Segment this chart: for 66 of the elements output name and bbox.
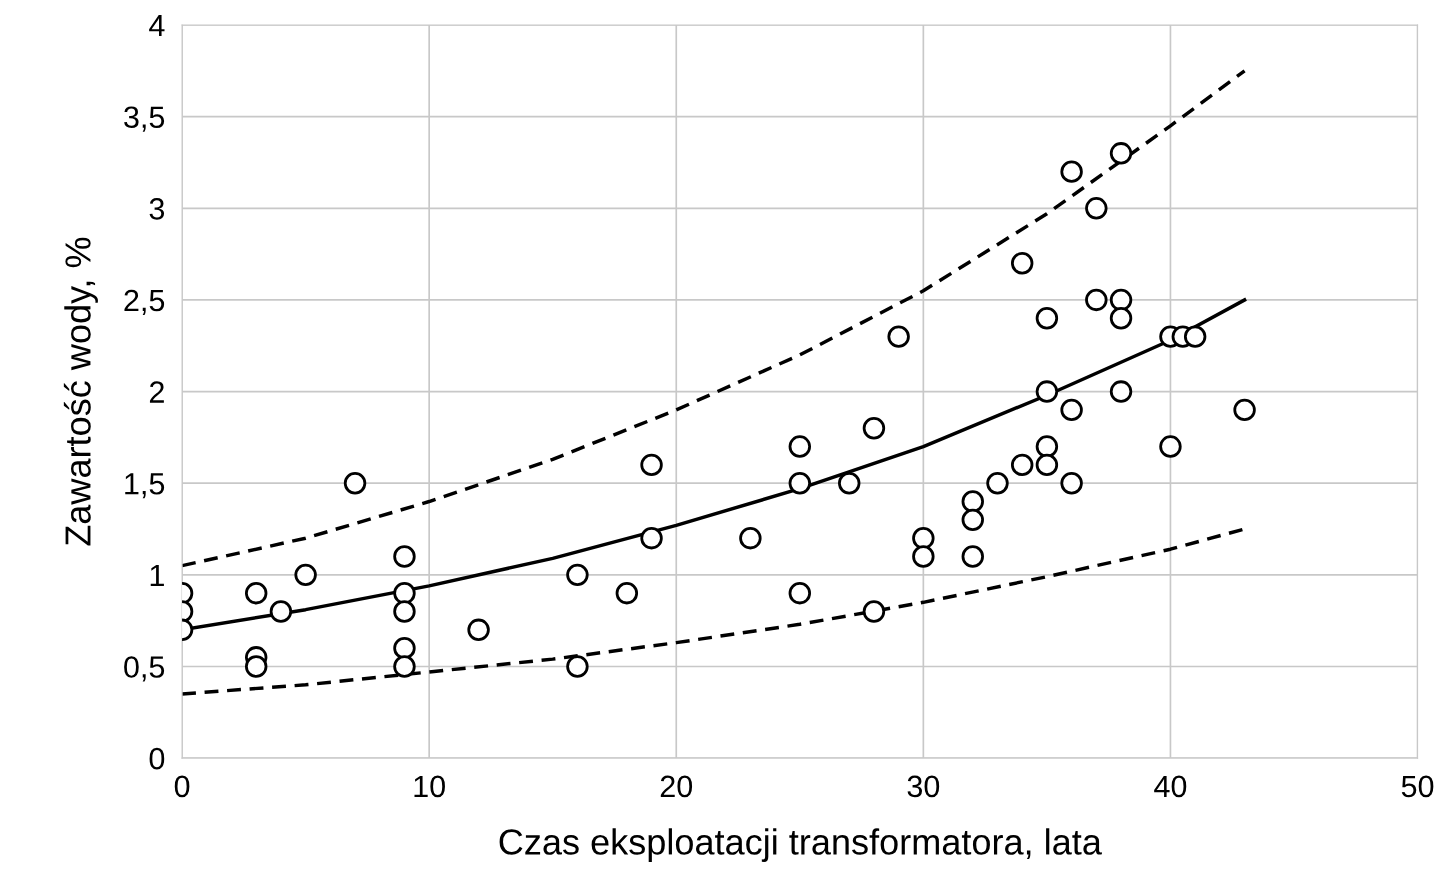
point [862, 417, 886, 440]
point [566, 563, 589, 587]
point [788, 581, 812, 605]
point [961, 508, 984, 532]
x-tick-label: 10 [414, 775, 445, 798]
point [986, 472, 1009, 495]
point [1035, 307, 1059, 330]
x-axis-title: Czas eksploatacji transformatora, lata [499, 828, 1102, 862]
point [244, 581, 268, 605]
point [1010, 252, 1034, 275]
point [393, 545, 416, 568]
point [862, 600, 886, 623]
point [467, 618, 490, 642]
point [1159, 435, 1182, 458]
x-tick-label: 30 [907, 775, 940, 798]
point [269, 600, 293, 623]
y-tick-label: 3,5 [124, 106, 165, 132]
point [393, 600, 416, 623]
point [1109, 142, 1133, 165]
point [1183, 325, 1207, 348]
point [788, 435, 812, 458]
point [961, 490, 984, 513]
x-tick-label: 40 [1154, 775, 1187, 798]
y-tick-label: 1 [150, 564, 164, 586]
point [1060, 160, 1083, 183]
y-tick-label: 3 [149, 198, 165, 220]
point [343, 472, 367, 495]
point [887, 325, 910, 348]
point [1035, 435, 1059, 458]
x-tick-label: 20 [660, 775, 693, 798]
point [788, 472, 812, 495]
y-tick-label: 2 [149, 381, 164, 403]
y-tick-label: 0,5 [124, 656, 165, 682]
point [566, 655, 589, 678]
point [615, 581, 639, 605]
point [393, 636, 416, 660]
y-tick-label: 2,5 [124, 289, 165, 315]
y-tick-label: 1,5 [125, 473, 165, 499]
point [294, 563, 317, 587]
point [1085, 288, 1108, 312]
point [912, 526, 935, 550]
y-tick-label: 0 [149, 747, 165, 770]
point [640, 453, 663, 477]
x-tick-label: 50 [1401, 775, 1434, 798]
point [912, 545, 935, 568]
point [1060, 398, 1083, 422]
point [739, 526, 762, 550]
point [393, 581, 416, 605]
point [838, 472, 861, 495]
point [1060, 472, 1083, 495]
x-tick-label: 0 [174, 775, 190, 798]
point [1010, 453, 1034, 477]
point [1109, 307, 1133, 330]
point [961, 545, 984, 568]
point [1233, 398, 1256, 422]
point [393, 655, 416, 678]
point [640, 526, 663, 550]
point [1035, 453, 1059, 477]
point [244, 655, 268, 678]
y-tick-label: 4 [149, 15, 165, 37]
point [1109, 380, 1133, 403]
point [1035, 380, 1059, 403]
point [1085, 197, 1108, 220]
point [1109, 288, 1133, 312]
line-series [182, 69, 1247, 568]
y-axis-title: Zawartość wody, % [63, 237, 98, 546]
